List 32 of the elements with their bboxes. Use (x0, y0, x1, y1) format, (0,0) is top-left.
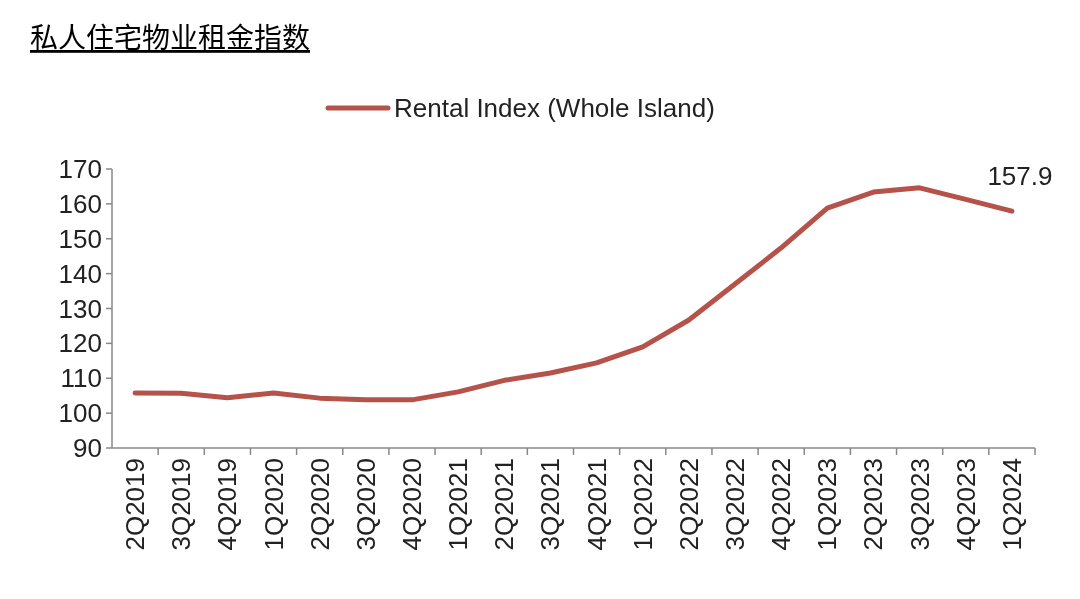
x-tick-label: 3Q2023 (904, 458, 935, 551)
x-tick-label: 1Q2022 (627, 458, 658, 551)
y-tick-label: 110 (60, 363, 102, 394)
chart-title: 私人住宅物业租金指数 (30, 16, 311, 56)
x-tick-label: 1Q2020 (258, 458, 289, 551)
y-tick-label: 160 (58, 188, 102, 219)
x-tick-label: 4Q2019 (212, 458, 243, 551)
x-tick-label: 2Q2020 (304, 458, 335, 551)
x-tick-label: 2Q2023 (858, 458, 889, 551)
x-tick-label: 4Q2022 (766, 458, 797, 551)
x-tick-label: 3Q2022 (720, 458, 751, 551)
x-tick-label: 3Q2019 (166, 458, 197, 551)
x-tick-label: 4Q2023 (950, 458, 981, 551)
y-tick-label: 170 (58, 154, 102, 184)
x-tick-label: 1Q2021 (443, 458, 474, 551)
x-tick-label: 3Q2021 (535, 458, 566, 551)
x-tick-label: 2Q2019 (120, 458, 151, 551)
x-tick-label: 1Q2024 (996, 458, 1027, 551)
y-tick-label: 120 (58, 328, 102, 359)
x-tick-label: 2Q2022 (673, 458, 704, 551)
annotation: 157.9 (987, 161, 1053, 192)
x-tick-label: 4Q2020 (396, 458, 427, 551)
x-tick-label: 1Q2023 (812, 458, 843, 551)
y-tick-label: 140 (58, 258, 102, 289)
legend-label: Rental Index (Whole Island) (394, 93, 715, 123)
y-tick-label: 130 (58, 293, 102, 324)
x-tick-label: 2Q2021 (489, 458, 520, 551)
y-tick-label: 100 (58, 398, 102, 429)
x-tick-label: 4Q2021 (581, 458, 612, 551)
y-tick-label: 90 (73, 433, 102, 463)
x-tick-label: 3Q2020 (350, 458, 381, 551)
y-tick-label: 150 (58, 223, 102, 254)
